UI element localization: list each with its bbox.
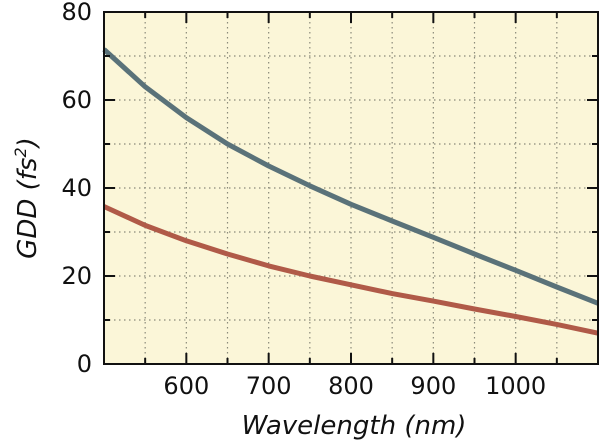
x-axis-title: Wavelength (nm) bbox=[242, 411, 467, 441]
y-axis-title-superscript: 2 bbox=[11, 147, 30, 157]
y-tick-label: 20 bbox=[61, 262, 92, 290]
x-tick-label: 1000 bbox=[485, 372, 546, 400]
series-line-lower bbox=[102, 204, 599, 336]
x-tick-label: 800 bbox=[328, 372, 374, 400]
y-tick-label: 60 bbox=[61, 86, 92, 114]
series-lines bbox=[102, 47, 599, 336]
y-tick-label: 40 bbox=[61, 174, 92, 202]
y-tick-label: 0 bbox=[77, 350, 92, 378]
x-tick-label: 600 bbox=[163, 372, 209, 400]
x-tick-label: 700 bbox=[246, 372, 292, 400]
y-axis-title-suffix: ) bbox=[13, 137, 43, 149]
plot-frame bbox=[103, 11, 599, 365]
y-axis-title: GDD (fs2) bbox=[11, 137, 43, 259]
series-line-upper bbox=[102, 47, 599, 306]
y-axis-title-prefix: GDD (fs bbox=[13, 158, 43, 259]
x-tick-label: 900 bbox=[410, 372, 456, 400]
tick-labels: 600 700 800 900 1000 0 20 40 60 80 bbox=[61, 0, 546, 400]
y-tick-label: 80 bbox=[61, 0, 92, 26]
